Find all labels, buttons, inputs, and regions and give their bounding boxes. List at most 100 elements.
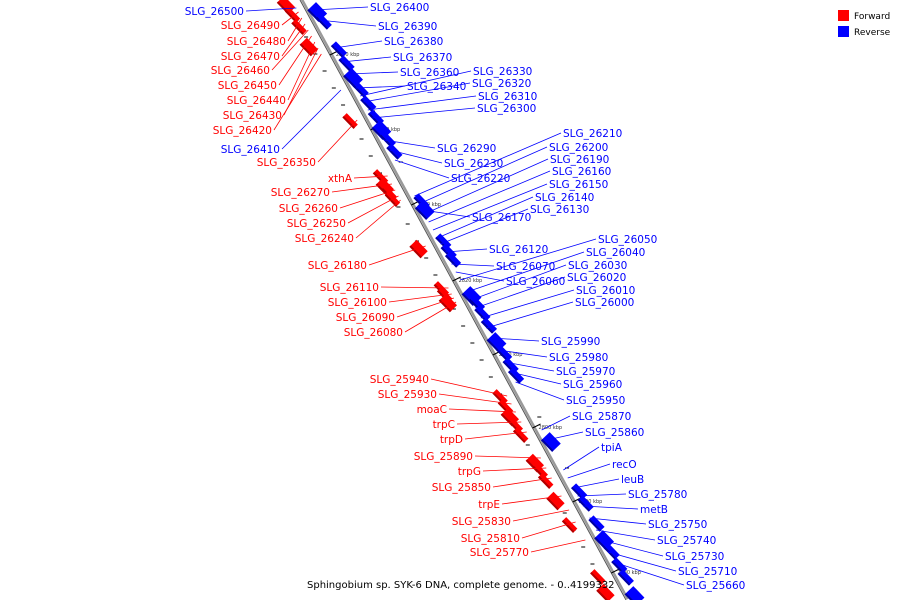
reverse-gene-label-connector bbox=[567, 463, 611, 479]
gene-shadow bbox=[367, 112, 381, 126]
reverse-gene-label-connector bbox=[451, 263, 495, 267]
forward-gene-label-connector bbox=[464, 431, 527, 440]
forward-gene-label-connector bbox=[281, 11, 299, 26]
reverse-gene-label-connector bbox=[334, 40, 383, 49]
forward-gene-label-connector bbox=[368, 245, 426, 266]
forward-gene-label-connector bbox=[287, 41, 316, 101]
forward-gene-label: SLG_25930 bbox=[378, 389, 437, 401]
gene-feature bbox=[409, 239, 428, 259]
forward-gene-label: trpG bbox=[458, 466, 481, 478]
forward-gene-label-connector bbox=[347, 195, 399, 224]
reverse-gene-label-connector bbox=[486, 301, 574, 329]
reverse-gene-label: SLG_26400 bbox=[370, 2, 429, 14]
reverse-gene-label: SLG_25870 bbox=[572, 411, 631, 423]
gene-shadow bbox=[414, 207, 428, 220]
gene-feature bbox=[546, 491, 565, 511]
axis-tick-label: 2790 kbp bbox=[579, 499, 603, 505]
reverse-gene-label-connector bbox=[589, 517, 647, 525]
gene-body bbox=[445, 251, 462, 268]
reverse-gene-label: SLG_26190 bbox=[550, 154, 609, 166]
forward-gene-label: SLG_26450 bbox=[218, 80, 277, 92]
gene-body bbox=[338, 55, 355, 72]
reverse-gene-label-connector bbox=[510, 371, 562, 385]
reverse-gene-label-connector bbox=[607, 551, 677, 572]
gene-shadow bbox=[480, 320, 494, 334]
reverse-gene-label: SLG_26320 bbox=[472, 78, 531, 90]
gene-shadow bbox=[561, 519, 575, 533]
gene-shadow bbox=[360, 98, 373, 112]
forward-gene-label-connector bbox=[331, 183, 393, 193]
reverse-gene-label-connector bbox=[470, 264, 567, 301]
reverse-gene-label-connector bbox=[418, 146, 548, 205]
reverse-gene-label-connector bbox=[318, 19, 377, 27]
reverse-gene-label: SLG_25740 bbox=[657, 535, 716, 547]
reverse-gene-label-connector bbox=[515, 381, 565, 401]
reverse-gene-label-connector bbox=[613, 561, 685, 586]
forward-gene-label: SLG_26460 bbox=[211, 65, 270, 77]
forward-gene-label-connector bbox=[339, 189, 396, 209]
forward-gene-label: SLG_26480 bbox=[227, 36, 286, 48]
gene-body bbox=[577, 495, 594, 512]
gene-body bbox=[588, 515, 605, 532]
forward-gene-label-connector bbox=[456, 421, 522, 425]
gene-feature bbox=[291, 19, 307, 35]
gene-shadow bbox=[338, 58, 352, 72]
forward-gene-label-connector bbox=[512, 509, 570, 522]
reverse-gene-label-connector bbox=[363, 82, 471, 103]
reverse-gene-label: metB bbox=[640, 504, 668, 516]
gene-feature bbox=[588, 515, 605, 532]
gene-feature bbox=[352, 81, 369, 98]
reverse-gene-label: SLG_26390 bbox=[378, 21, 437, 33]
gene-body bbox=[532, 463, 548, 479]
reverse-gene-label-connector bbox=[466, 251, 585, 293]
gene-shadow bbox=[571, 486, 584, 500]
forward-gene-label: SLG_26090 bbox=[336, 312, 395, 324]
forward-gene-label: SLG_26420 bbox=[213, 125, 272, 137]
forward-gene-label: trpD bbox=[440, 434, 463, 446]
forward-gene-label: SLG_26250 bbox=[287, 218, 346, 230]
gene-feature bbox=[577, 495, 594, 512]
legend-label-reverse: Reverse bbox=[854, 28, 891, 38]
forward-gene-label-connector bbox=[271, 29, 309, 71]
forward-gene-label-connector bbox=[474, 455, 541, 459]
gene-body bbox=[507, 417, 524, 433]
reverse-gene-label-connector bbox=[384, 139, 436, 149]
reverse-gene-label-connector bbox=[360, 70, 472, 97]
reverse-gene-label: SLG_26160 bbox=[552, 166, 611, 178]
genome-axis-center bbox=[299, 0, 627, 600]
gene-shadow bbox=[603, 546, 617, 560]
reverse-gene-label-connector bbox=[428, 170, 551, 223]
reverse-gene-label-connector bbox=[281, 89, 342, 150]
label-layer: SLG_26490 SLG_26480 SLG_26470 SLG_26460 SLG_… bbox=[185, 2, 746, 592]
forward-gene-label: SLG_25850 bbox=[432, 482, 491, 494]
forward-gene-label: SLG_26440 bbox=[227, 95, 286, 107]
gene-feature bbox=[537, 473, 554, 489]
gene-body bbox=[611, 557, 628, 574]
forward-gene-label: SLG_25830 bbox=[452, 516, 511, 528]
forward-gene-label-connector bbox=[317, 119, 358, 163]
gene-shadow bbox=[596, 589, 609, 600]
reverse-gene-label: SLG_25990 bbox=[541, 336, 600, 348]
reverse-gene-label: SLG_26370 bbox=[393, 52, 452, 64]
gene-shadow bbox=[541, 439, 554, 452]
reverse-gene-label-connector bbox=[563, 446, 600, 471]
gene-shadow bbox=[496, 348, 509, 362]
forward-gene-label: xthA bbox=[328, 173, 353, 185]
gene-shadow bbox=[330, 44, 344, 58]
reverse-gene-label: SLG_26300 bbox=[477, 103, 536, 115]
forward-gene-label-connector bbox=[404, 301, 457, 333]
forward-gene-label-connector bbox=[521, 521, 576, 539]
reverse-gene-label: SLG_25710 bbox=[678, 566, 737, 578]
forward-gene-label-connector bbox=[448, 408, 516, 413]
reverse-gene-label: SLG_26310 bbox=[478, 91, 537, 103]
gene-shadow bbox=[343, 75, 356, 88]
forward-gene-label: SLG_25810 bbox=[461, 533, 520, 545]
gene-feature bbox=[299, 37, 318, 57]
reverse-gene-label: SLG_25950 bbox=[566, 395, 625, 407]
reverse-gene-label-connector bbox=[440, 208, 529, 245]
gene-body bbox=[352, 81, 369, 98]
reverse-gene-label: SLG_25730 bbox=[665, 551, 724, 563]
gene-shadow bbox=[537, 475, 551, 489]
gene-shadow bbox=[474, 308, 487, 322]
